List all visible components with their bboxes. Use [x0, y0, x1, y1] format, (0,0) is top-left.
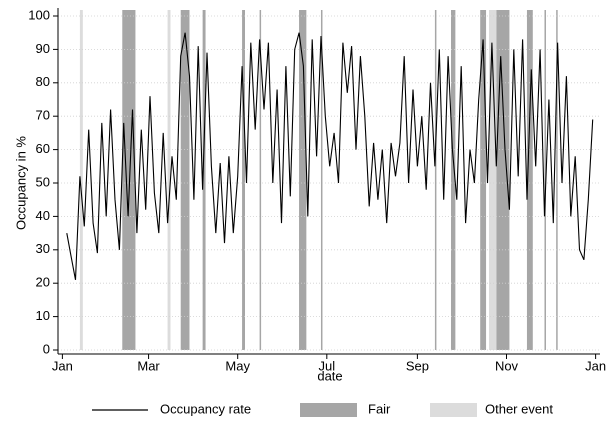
x-tick-label: Jul — [318, 358, 335, 373]
event-band — [450, 10, 456, 350]
y-tick-label: 50 — [36, 174, 50, 189]
event-band — [544, 10, 546, 350]
event-band — [299, 10, 307, 350]
x-axis-label: date — [317, 368, 342, 383]
event-band — [242, 10, 245, 350]
event-band — [480, 10, 487, 350]
legend-swatch — [300, 403, 357, 417]
legend-label: Other event — [485, 401, 553, 416]
y-tick-label: 100 — [28, 7, 50, 22]
event-band — [180, 10, 190, 350]
event-band — [259, 10, 262, 350]
x-tick-label: May — [225, 358, 250, 373]
x-tick-label: Jan — [585, 358, 606, 373]
event-band — [202, 10, 206, 350]
event-band — [488, 10, 497, 350]
legend-label: Fair — [368, 401, 391, 416]
event-band — [434, 10, 437, 350]
y-tick-label: 20 — [36, 275, 50, 290]
y-tick-label: 90 — [36, 41, 50, 56]
x-tick-label: Sep — [406, 358, 429, 373]
event-band — [79, 10, 83, 350]
y-tick-label: 30 — [36, 241, 50, 256]
y-tick-label: 70 — [36, 108, 50, 123]
y-axis-label: Occupancy in % — [13, 136, 28, 230]
x-tick-label: Mar — [137, 358, 160, 373]
occupancy-line — [66, 32, 594, 281]
event-band — [167, 10, 171, 350]
legend-swatch — [430, 403, 477, 417]
y-tick-label: 40 — [36, 208, 50, 223]
y-tick-label: 0 — [43, 341, 50, 356]
event-band — [320, 10, 323, 350]
legend-label: Occupancy rate — [160, 401, 251, 416]
y-tick-label: 10 — [36, 308, 50, 323]
x-tick-label: Nov — [495, 358, 519, 373]
event-band — [526, 10, 533, 350]
event-band — [556, 10, 558, 350]
y-tick-label: 80 — [36, 74, 50, 89]
y-tick-label: 60 — [36, 141, 50, 156]
event-band — [122, 10, 136, 350]
x-tick-label: Jan — [52, 358, 73, 373]
